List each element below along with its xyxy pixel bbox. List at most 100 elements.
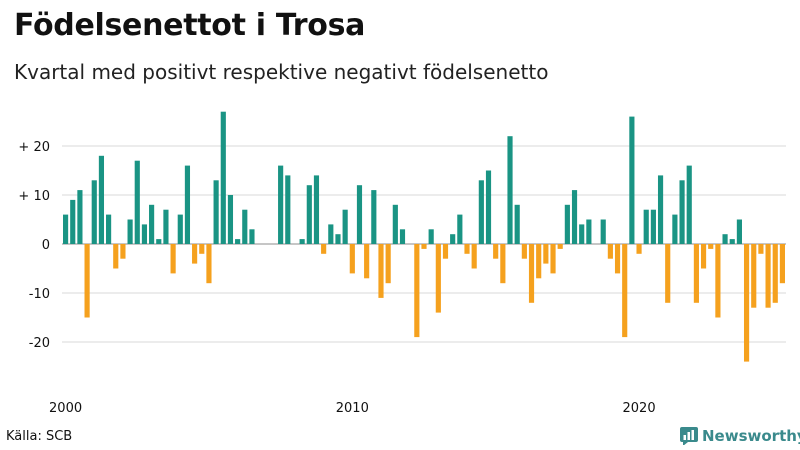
x-tick-label: 2020	[623, 401, 656, 416]
bar	[571, 190, 578, 244]
bar	[586, 219, 592, 244]
bar	[206, 244, 212, 284]
bar	[557, 244, 563, 249]
bar	[392, 204, 398, 244]
bar	[579, 224, 585, 244]
bar	[772, 244, 778, 303]
bar	[758, 244, 764, 254]
bar	[528, 244, 535, 303]
bar	[765, 244, 771, 308]
bar	[399, 229, 406, 244]
bar	[227, 195, 234, 244]
bar	[543, 244, 549, 264]
newsworthy-logo-icon	[680, 427, 698, 445]
bar	[213, 180, 219, 244]
bar	[98, 155, 105, 244]
chart-title: Födelsenettot i Trosa	[14, 8, 366, 43]
bar	[450, 234, 456, 244]
bar	[321, 244, 327, 254]
bar	[550, 244, 556, 274]
bar	[536, 244, 542, 279]
bar	[249, 229, 255, 244]
bar	[435, 244, 441, 313]
bar	[428, 229, 434, 244]
bar	[91, 180, 97, 244]
bar	[285, 175, 291, 244]
bar	[235, 239, 241, 244]
bar	[414, 244, 420, 338]
bar	[665, 244, 671, 303]
y-tick-label: + 20	[18, 140, 50, 155]
y-tick-label: + 10	[18, 189, 50, 204]
bar	[514, 204, 520, 244]
x-tick-label: 2000	[49, 401, 82, 416]
bar	[385, 244, 391, 284]
brand-logo: Newsworthy	[680, 426, 800, 446]
bar	[751, 244, 757, 308]
bar	[442, 244, 449, 259]
source-note: Källa: SCB	[6, 429, 73, 444]
bar	[84, 244, 90, 318]
bar	[192, 244, 198, 264]
bar	[378, 244, 384, 298]
bar	[736, 219, 742, 244]
bar	[715, 244, 721, 318]
bar	[70, 199, 76, 244]
bar	[643, 209, 649, 244]
y-tick-label: 0	[42, 238, 50, 253]
bar	[478, 180, 484, 244]
chart-subtitle: Kvartal med positivt respektive negativt…	[14, 60, 549, 84]
bar	[657, 175, 664, 244]
bar	[686, 165, 692, 244]
bar	[356, 185, 363, 244]
bar	[127, 219, 133, 244]
bar	[507, 136, 513, 244]
bar	[708, 244, 714, 249]
bar	[177, 214, 183, 244]
brand-name: Newsworthy	[702, 427, 800, 445]
bar	[722, 234, 728, 244]
bar	[163, 209, 169, 244]
bar	[342, 209, 348, 244]
bar	[521, 244, 527, 259]
bar	[457, 214, 463, 244]
y-tick-label: -20	[29, 336, 50, 351]
bar	[113, 244, 119, 269]
bar	[729, 239, 735, 244]
bar	[629, 116, 635, 244]
bar	[364, 244, 370, 279]
bar	[199, 244, 205, 254]
bar	[313, 175, 320, 244]
bar	[622, 244, 628, 338]
bar	[471, 244, 477, 269]
bar	[170, 244, 176, 274]
bar	[77, 190, 83, 244]
x-tick-label: 2010	[336, 401, 369, 416]
bar	[743, 244, 750, 362]
bar	[149, 204, 155, 244]
bar	[672, 214, 678, 244]
bar	[184, 165, 191, 244]
bar	[141, 224, 148, 244]
bar	[120, 244, 126, 259]
y-tick-label: -10	[29, 287, 50, 302]
bar	[421, 244, 427, 249]
bar	[650, 209, 656, 244]
bar	[500, 244, 506, 284]
bar	[278, 165, 284, 244]
bar	[156, 239, 162, 244]
bar	[564, 204, 570, 244]
bar	[636, 244, 642, 254]
bar	[299, 239, 305, 244]
bar	[306, 185, 312, 244]
bar	[779, 244, 785, 284]
bar	[63, 214, 69, 244]
bar	[700, 244, 707, 269]
bar	[106, 214, 112, 244]
bar	[607, 244, 613, 259]
bar	[464, 244, 470, 254]
bar	[493, 244, 499, 259]
bar	[220, 111, 226, 244]
bar	[485, 170, 492, 244]
